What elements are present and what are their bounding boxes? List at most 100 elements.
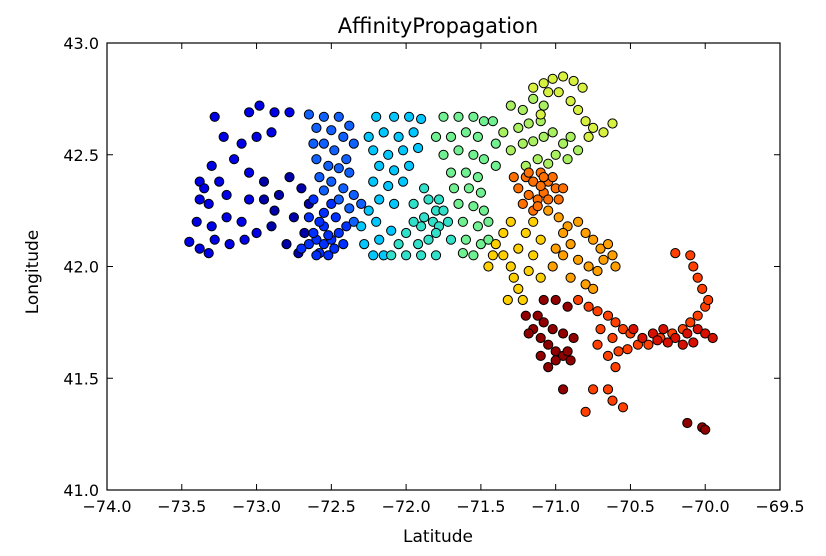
data-point <box>617 324 629 335</box>
data-point <box>562 154 573 165</box>
data-point <box>333 194 344 205</box>
data-point <box>688 261 699 272</box>
data-point <box>344 203 355 214</box>
data-point <box>356 198 367 209</box>
data-point <box>700 328 711 339</box>
data-point <box>308 194 319 205</box>
data-point <box>573 104 584 116</box>
data-point <box>573 254 584 265</box>
data-point <box>573 294 584 306</box>
data-point <box>523 265 534 277</box>
data-point <box>565 272 576 283</box>
data-point <box>643 339 654 350</box>
data-point <box>610 317 621 328</box>
data-point <box>209 111 220 122</box>
data-point <box>553 87 564 98</box>
data-point <box>580 116 591 127</box>
data-point <box>206 160 217 171</box>
cluster-series <box>483 216 546 306</box>
data-point <box>333 111 344 122</box>
data-point <box>408 198 419 209</box>
data-point <box>670 248 681 259</box>
data-point <box>652 335 663 346</box>
data-point <box>535 109 546 120</box>
data-point <box>598 127 609 138</box>
data-point <box>453 145 464 156</box>
data-point <box>416 113 427 125</box>
data-point <box>323 250 334 261</box>
data-point <box>338 239 349 250</box>
data-point <box>363 205 374 216</box>
y-tick-label: 42.5 <box>63 146 99 165</box>
data-point <box>214 176 225 187</box>
cluster-series <box>430 111 501 261</box>
data-point <box>383 149 394 160</box>
data-point <box>677 339 688 350</box>
data-point <box>583 261 594 272</box>
data-point <box>251 131 262 142</box>
data-point <box>448 183 460 194</box>
cluster-series <box>543 205 621 294</box>
data-point <box>371 111 382 122</box>
cluster-series <box>508 167 569 216</box>
data-point <box>550 149 561 160</box>
data-point <box>224 239 235 250</box>
x-tick-label: −71.5 <box>456 497 505 516</box>
data-point <box>682 328 693 339</box>
data-point <box>580 227 591 239</box>
data-point <box>508 172 519 183</box>
data-point <box>472 131 483 142</box>
data-point <box>538 78 549 89</box>
data-point <box>323 160 334 171</box>
data-point <box>329 145 340 156</box>
data-point <box>419 183 430 194</box>
data-point <box>269 107 280 118</box>
data-point <box>463 183 474 194</box>
data-point <box>389 165 400 176</box>
data-point <box>498 127 509 138</box>
data-point <box>194 243 205 254</box>
data-point <box>588 384 599 395</box>
data-point <box>523 328 534 339</box>
data-point <box>538 294 549 306</box>
data-point <box>386 225 397 236</box>
data-point <box>254 100 265 111</box>
data-point <box>296 243 307 254</box>
data-point <box>622 344 633 355</box>
data-point <box>535 350 546 361</box>
x-tick-label: −70.0 <box>681 497 730 516</box>
data-point <box>416 221 427 232</box>
data-point <box>401 250 412 261</box>
data-point <box>468 250 479 261</box>
data-point <box>314 172 325 183</box>
data-point <box>535 234 546 245</box>
data-point <box>607 395 618 406</box>
data-point <box>528 93 539 105</box>
data-point <box>348 189 359 201</box>
data-point <box>553 212 564 223</box>
data-point <box>368 145 379 156</box>
ticks-layer: −74.0 −73.5 −73.0 −72.5 −72.0 −71.5 −71.0 −70.5… <box>63 34 804 516</box>
data-point <box>221 189 232 201</box>
data-point <box>588 283 599 294</box>
data-point <box>468 201 479 212</box>
y-axis-label: Longitude <box>23 230 43 315</box>
x-tick-label: −74.0 <box>82 497 131 516</box>
data-point <box>607 250 618 261</box>
data-point <box>308 138 319 149</box>
data-point <box>338 131 349 142</box>
data-point <box>487 116 498 127</box>
data-point <box>568 75 579 87</box>
data-point <box>374 194 385 205</box>
data-point <box>303 239 314 250</box>
data-point <box>408 127 419 138</box>
data-point <box>460 167 471 178</box>
data-point <box>371 216 382 227</box>
data-point <box>389 111 400 122</box>
data-point <box>532 154 543 165</box>
data-point <box>602 384 614 395</box>
data-point <box>236 138 247 149</box>
data-point <box>430 227 442 239</box>
data-point <box>558 71 569 82</box>
